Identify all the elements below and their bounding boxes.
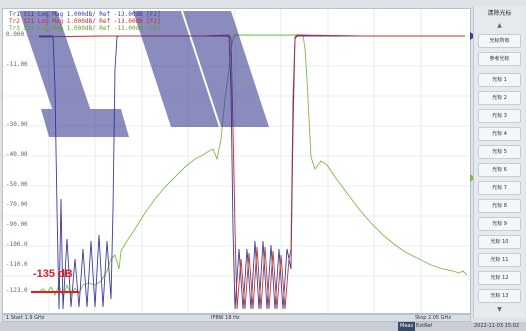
marker-5-button[interactable]: 光标 5 xyxy=(478,145,521,159)
plot-area[interactable]: Tr1 S11 Log Mag 1.000dB/ Ref -13.00dB [F… xyxy=(2,8,476,314)
datetime-display: 2022-11-03 15:02 xyxy=(474,323,520,329)
marker-7-button[interactable]: 光标 7 xyxy=(478,181,521,195)
y-tick-label: -70.00 xyxy=(6,201,28,208)
grid xyxy=(3,9,470,313)
marker-13-button[interactable]: 光标 13 xyxy=(478,289,521,303)
marker-3-button[interactable]: 光标 3 xyxy=(478,109,521,123)
trace-s31 xyxy=(38,34,468,299)
status-bar: Meas ExtRef 2022-11-03 15:02 xyxy=(0,322,526,331)
trace-header: Tr1 S11 Log Mag 1.000dB/ Ref -13.00dB [F… xyxy=(9,11,161,32)
scroll-up-icon[interactable]: ▲ xyxy=(497,22,502,29)
reference-marker-button[interactable]: 参考光标 xyxy=(478,52,521,66)
y-tick-label: -40.00 xyxy=(6,151,28,158)
meas-status-badge[interactable]: Meas xyxy=(398,322,416,331)
clear-markers-title[interactable]: 清除光标 xyxy=(487,10,512,17)
marker-8-button[interactable]: 光标 8 xyxy=(478,199,521,213)
y-tick-label: 0.000 xyxy=(6,31,25,38)
ifbw-value[interactable]: IFBW 18 Hz xyxy=(211,315,240,321)
trace-label-s11[interactable]: Tr1 S11 Log Mag 1.000dB/ Ref -13.00dB [F… xyxy=(9,11,161,18)
marker-9-button[interactable]: 光标 9 xyxy=(478,217,521,231)
y-tick-label: -100.0 xyxy=(6,241,28,248)
marker-all-button[interactable]: 光标所有 xyxy=(478,34,521,48)
sweep-start[interactable]: 1 Start 1.9 GHz xyxy=(6,315,45,321)
trace-label-s21[interactable]: Tr2 S21 Log Mag 1.000dB/ Ref -13.00dB [F… xyxy=(9,18,161,25)
marker-2-button[interactable]: 光标 2 xyxy=(478,91,521,105)
rejection-annotation: -135 dB xyxy=(33,268,73,280)
marker-12-button[interactable]: 光标 12 xyxy=(478,271,521,285)
trace-label-s31[interactable]: Tr3 S31 Log Mag 1.000dB/ Ref -13.00dB [F… xyxy=(9,25,161,32)
marker-1-button[interactable]: 光标 1 xyxy=(478,73,521,87)
marker-11-button[interactable]: 光标 11 xyxy=(478,253,521,267)
sweep-info-bar: 1 Start 1.9 GHz IFBW 18 Hz Stop 2.05 GHz xyxy=(2,314,471,322)
marker-6-button[interactable]: 光标 6 xyxy=(478,163,521,177)
sweep-stop[interactable]: Stop 2.05 GHz xyxy=(415,315,451,321)
y-tick-label: -123.0 xyxy=(6,287,28,294)
marker-10-button[interactable]: 光标 10 xyxy=(478,235,521,249)
reference-state: ExtRef xyxy=(416,323,433,329)
y-tick-label: -11.00 xyxy=(6,61,28,68)
rejection-annotation-line xyxy=(31,291,79,293)
trace-plot xyxy=(3,9,470,313)
scroll-down-icon[interactable]: ▼ xyxy=(497,306,502,313)
watermark-logo xyxy=(19,11,269,137)
y-tick-label: -50.00 xyxy=(6,181,28,188)
y-tick-label: -110.0 xyxy=(6,261,28,268)
y-tick-label: -90.00 xyxy=(6,221,28,228)
y-tick-label: -30.00 xyxy=(6,121,28,128)
marker-4-button[interactable]: 光标 4 xyxy=(478,127,521,141)
marker-side-panel: 清除光标 ▲ 光标所有 参考光标 光标 1 光标 2 光标 3 光标 4 光标 … xyxy=(473,6,525,318)
